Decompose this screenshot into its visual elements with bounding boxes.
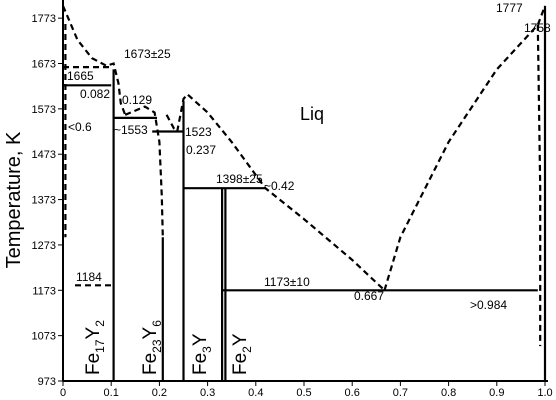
annotation: 1665: [67, 69, 94, 83]
x-tick-label: 0.3: [200, 387, 215, 399]
x-tick-label: 0.6: [345, 387, 360, 399]
phase-element: Fe: [190, 353, 211, 375]
x-tick-label: 0.1: [104, 387, 119, 399]
dashed-boundary: [165, 114, 178, 133]
annotation: 1673±25: [124, 47, 171, 61]
phase-subscript: 2: [240, 346, 254, 353]
annotation: 0.667: [354, 289, 384, 303]
phase-element: Y: [140, 326, 161, 339]
phase-element: Fe: [83, 353, 104, 375]
phase-element: Fe: [230, 353, 251, 375]
phase-label: Fe3Y: [190, 333, 214, 375]
phase-label: Fe17Y2: [83, 320, 107, 375]
dashed-boundary: [124, 105, 164, 238]
phase-label: Fe23Y6: [140, 320, 164, 375]
phase-subscript: 17: [93, 339, 107, 353]
y-tick-label: 1773: [32, 13, 56, 25]
dashed-boundary: [176, 92, 386, 292]
phase-subscript: 2: [93, 320, 107, 327]
annotation: 0.237: [186, 143, 216, 157]
y-tick-label: 1673: [32, 59, 56, 71]
phase-label: Fe2Y: [230, 333, 254, 375]
phase-element: Fe: [140, 353, 161, 375]
y-tick-label: 1473: [32, 149, 56, 161]
x-tick-label: 1.0: [537, 387, 552, 399]
annotation: ~1553: [114, 123, 148, 137]
x-tick-label: 0.7: [393, 387, 408, 399]
annotation: 1184: [76, 270, 102, 284]
y-tick-label: 973: [38, 376, 56, 388]
annotation: Liq: [300, 104, 324, 124]
dashed-boundary: [61, 5, 127, 116]
annotation: 1173±10: [264, 275, 310, 289]
annotation: ~0.42: [264, 179, 295, 193]
y-tick-label: 1273: [32, 240, 56, 252]
y-tick-label: 1173: [32, 285, 56, 297]
y-tick-label: 1373: [32, 195, 56, 207]
x-tick-label: 0.5: [296, 387, 311, 399]
dashed-boundary: [536, 24, 542, 347]
y-tick-label: 1573: [32, 104, 56, 116]
phase-subscript: 6: [150, 320, 164, 327]
annotation: >0.984: [470, 298, 507, 312]
phase-subscript: 3: [200, 346, 214, 353]
x-tick-label: 0.9: [489, 387, 504, 399]
x-tick-label: 0.8: [441, 387, 456, 399]
annotation: 1398±25: [216, 172, 263, 186]
phase-subscript: 23: [150, 339, 164, 353]
y-tick-label: 1073: [32, 331, 56, 343]
annotation: 0.082: [80, 87, 110, 101]
annotation: 0.129: [122, 93, 152, 107]
x-tick-label: 0.4: [248, 387, 263, 399]
x-tick-label: 0.2: [152, 387, 167, 399]
x-tick-label: 0: [60, 387, 66, 399]
annotation: ~1523: [178, 125, 212, 139]
phase-element: Y: [83, 326, 104, 339]
phase-element: Y: [230, 333, 251, 346]
y-axis-title: Temperature, K: [3, 131, 25, 268]
annotation: 1777: [496, 1, 523, 15]
phase-element: Y: [190, 333, 211, 346]
annotation: <0.6: [68, 120, 92, 134]
dashed-boundary: [383, 5, 547, 291]
annotation: 1758: [524, 21, 551, 35]
